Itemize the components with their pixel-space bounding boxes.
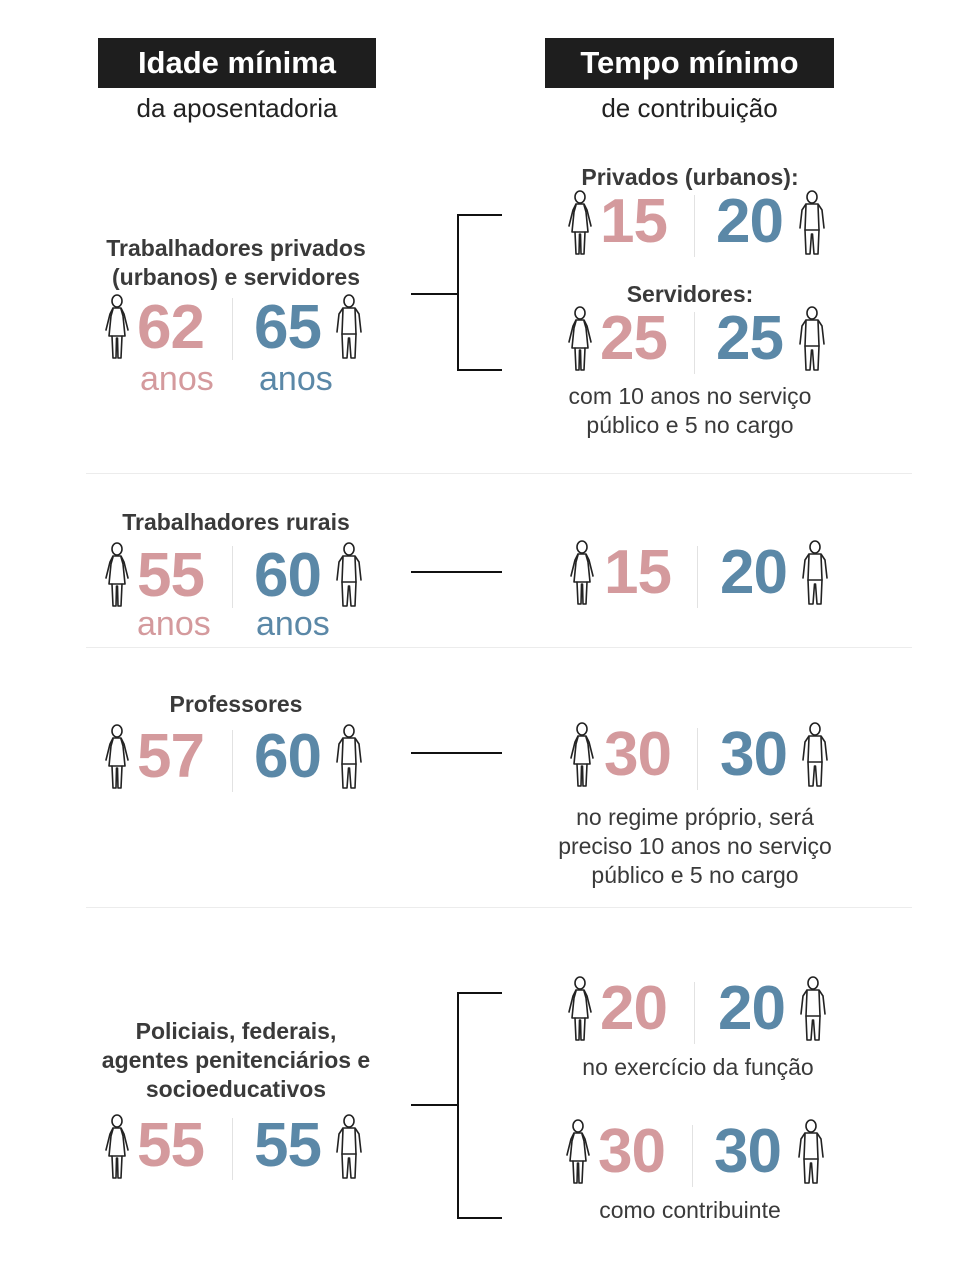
row2-age-female: 55 [137,541,205,610]
male-figure-icon [334,724,364,790]
row1-servidores-note-line1: com 10 anos no serviço [568,383,812,409]
male-figure-icon [334,542,364,608]
row3-contrib-male: 30 [720,720,788,789]
right-header-title: Tempo mínimo [545,38,834,88]
row3-age-male: 60 [254,722,322,791]
row3-label: Professores [169,691,303,717]
divider [692,1125,693,1187]
connector-line [411,571,502,573]
row2-contrib-female: 15 [604,538,672,607]
female-figure-icon [563,1119,593,1185]
row1-privados-title: Privados (urbanos): [581,164,799,190]
male-figure-icon [797,306,827,372]
row4-contrib1-note: no exercício da função [582,1054,814,1080]
row4-contrib2-note: como contribuinte [599,1197,781,1223]
row1-servidores-female: 25 [600,304,668,373]
row1-label-line1: Trabalhadores privados [106,235,366,261]
male-figure-icon [796,1119,826,1185]
female-figure-icon [565,190,595,256]
female-figure-icon [567,722,597,788]
row4-contrib2-male: 30 [714,1117,782,1186]
row3-note-line3: público e 5 no cargo [591,862,799,888]
female-figure-icon [102,724,132,790]
row1-age-female: 62 [137,293,205,362]
male-figure-icon [334,294,364,360]
row3-note-line2: preciso 10 anos no serviço [558,833,832,859]
row4-age-male: 55 [254,1111,322,1180]
row3-age-female: 57 [137,722,205,791]
row2-unit-female: anos [137,605,211,643]
row3-note-line1: no regime próprio, será [576,804,814,830]
bracket-vertical [457,992,459,1219]
female-figure-icon [102,1114,132,1180]
section-separator [86,907,912,908]
row4-contrib2-female: 30 [598,1117,666,1186]
female-figure-icon [565,306,595,372]
male-figure-icon [334,1114,364,1180]
row1-unit-male: anos [259,360,333,398]
right-header-subtitle: de contribuição [601,93,778,123]
row4-contrib1-male: 20 [718,974,786,1043]
row1-label-line2: (urbanos) e servidores [112,264,360,290]
female-figure-icon [567,540,597,606]
divider [694,312,695,374]
left-header-subtitle: da aposentadoria [136,93,338,123]
section-separator [86,473,912,474]
bracket-vertical [457,214,459,371]
row4-age-female: 55 [137,1111,205,1180]
row1-servidores-title: Servidores: [626,281,754,307]
bracket-bottom [457,1217,502,1219]
divider [694,982,695,1044]
divider [232,546,233,608]
row2-age-male: 60 [254,541,322,610]
bracket-top [457,992,502,994]
divider [232,730,233,792]
divider [697,728,698,790]
divider [232,1118,233,1180]
connector-line [411,293,458,295]
row1-servidores-male: 25 [716,304,784,373]
row1-privados-male: 20 [716,187,784,256]
row1-age-male: 65 [254,293,322,362]
male-figure-icon [800,540,830,606]
row2-label: Trabalhadores rurais [122,509,350,535]
section-separator [86,647,912,648]
connector-line [411,1104,458,1106]
row4-contrib1-female: 20 [600,974,668,1043]
row4-label-line3: socioeducativos [145,1076,327,1102]
connector-line [411,752,502,754]
row1-servidores-note-line2: público e 5 no cargo [586,412,794,438]
bracket-bottom [457,369,502,371]
male-figure-icon [797,190,827,256]
row1-unit-female: anos [140,360,214,398]
row3-contrib-female: 30 [604,720,672,789]
row4-label-line1: Policiais, federais, [135,1018,337,1044]
male-figure-icon [798,976,828,1042]
female-figure-icon [102,294,132,360]
bracket-top [457,214,502,216]
male-figure-icon [800,722,830,788]
row1-privados-female: 15 [600,187,668,256]
divider [694,195,695,257]
left-header-title: Idade mínima [98,38,376,88]
female-figure-icon [565,976,595,1042]
divider [232,298,233,360]
row4-label-line2: agentes penitenciários e [101,1047,371,1073]
row2-contrib-male: 20 [720,538,788,607]
row2-unit-male: anos [256,605,330,643]
female-figure-icon [102,542,132,608]
divider [697,546,698,608]
